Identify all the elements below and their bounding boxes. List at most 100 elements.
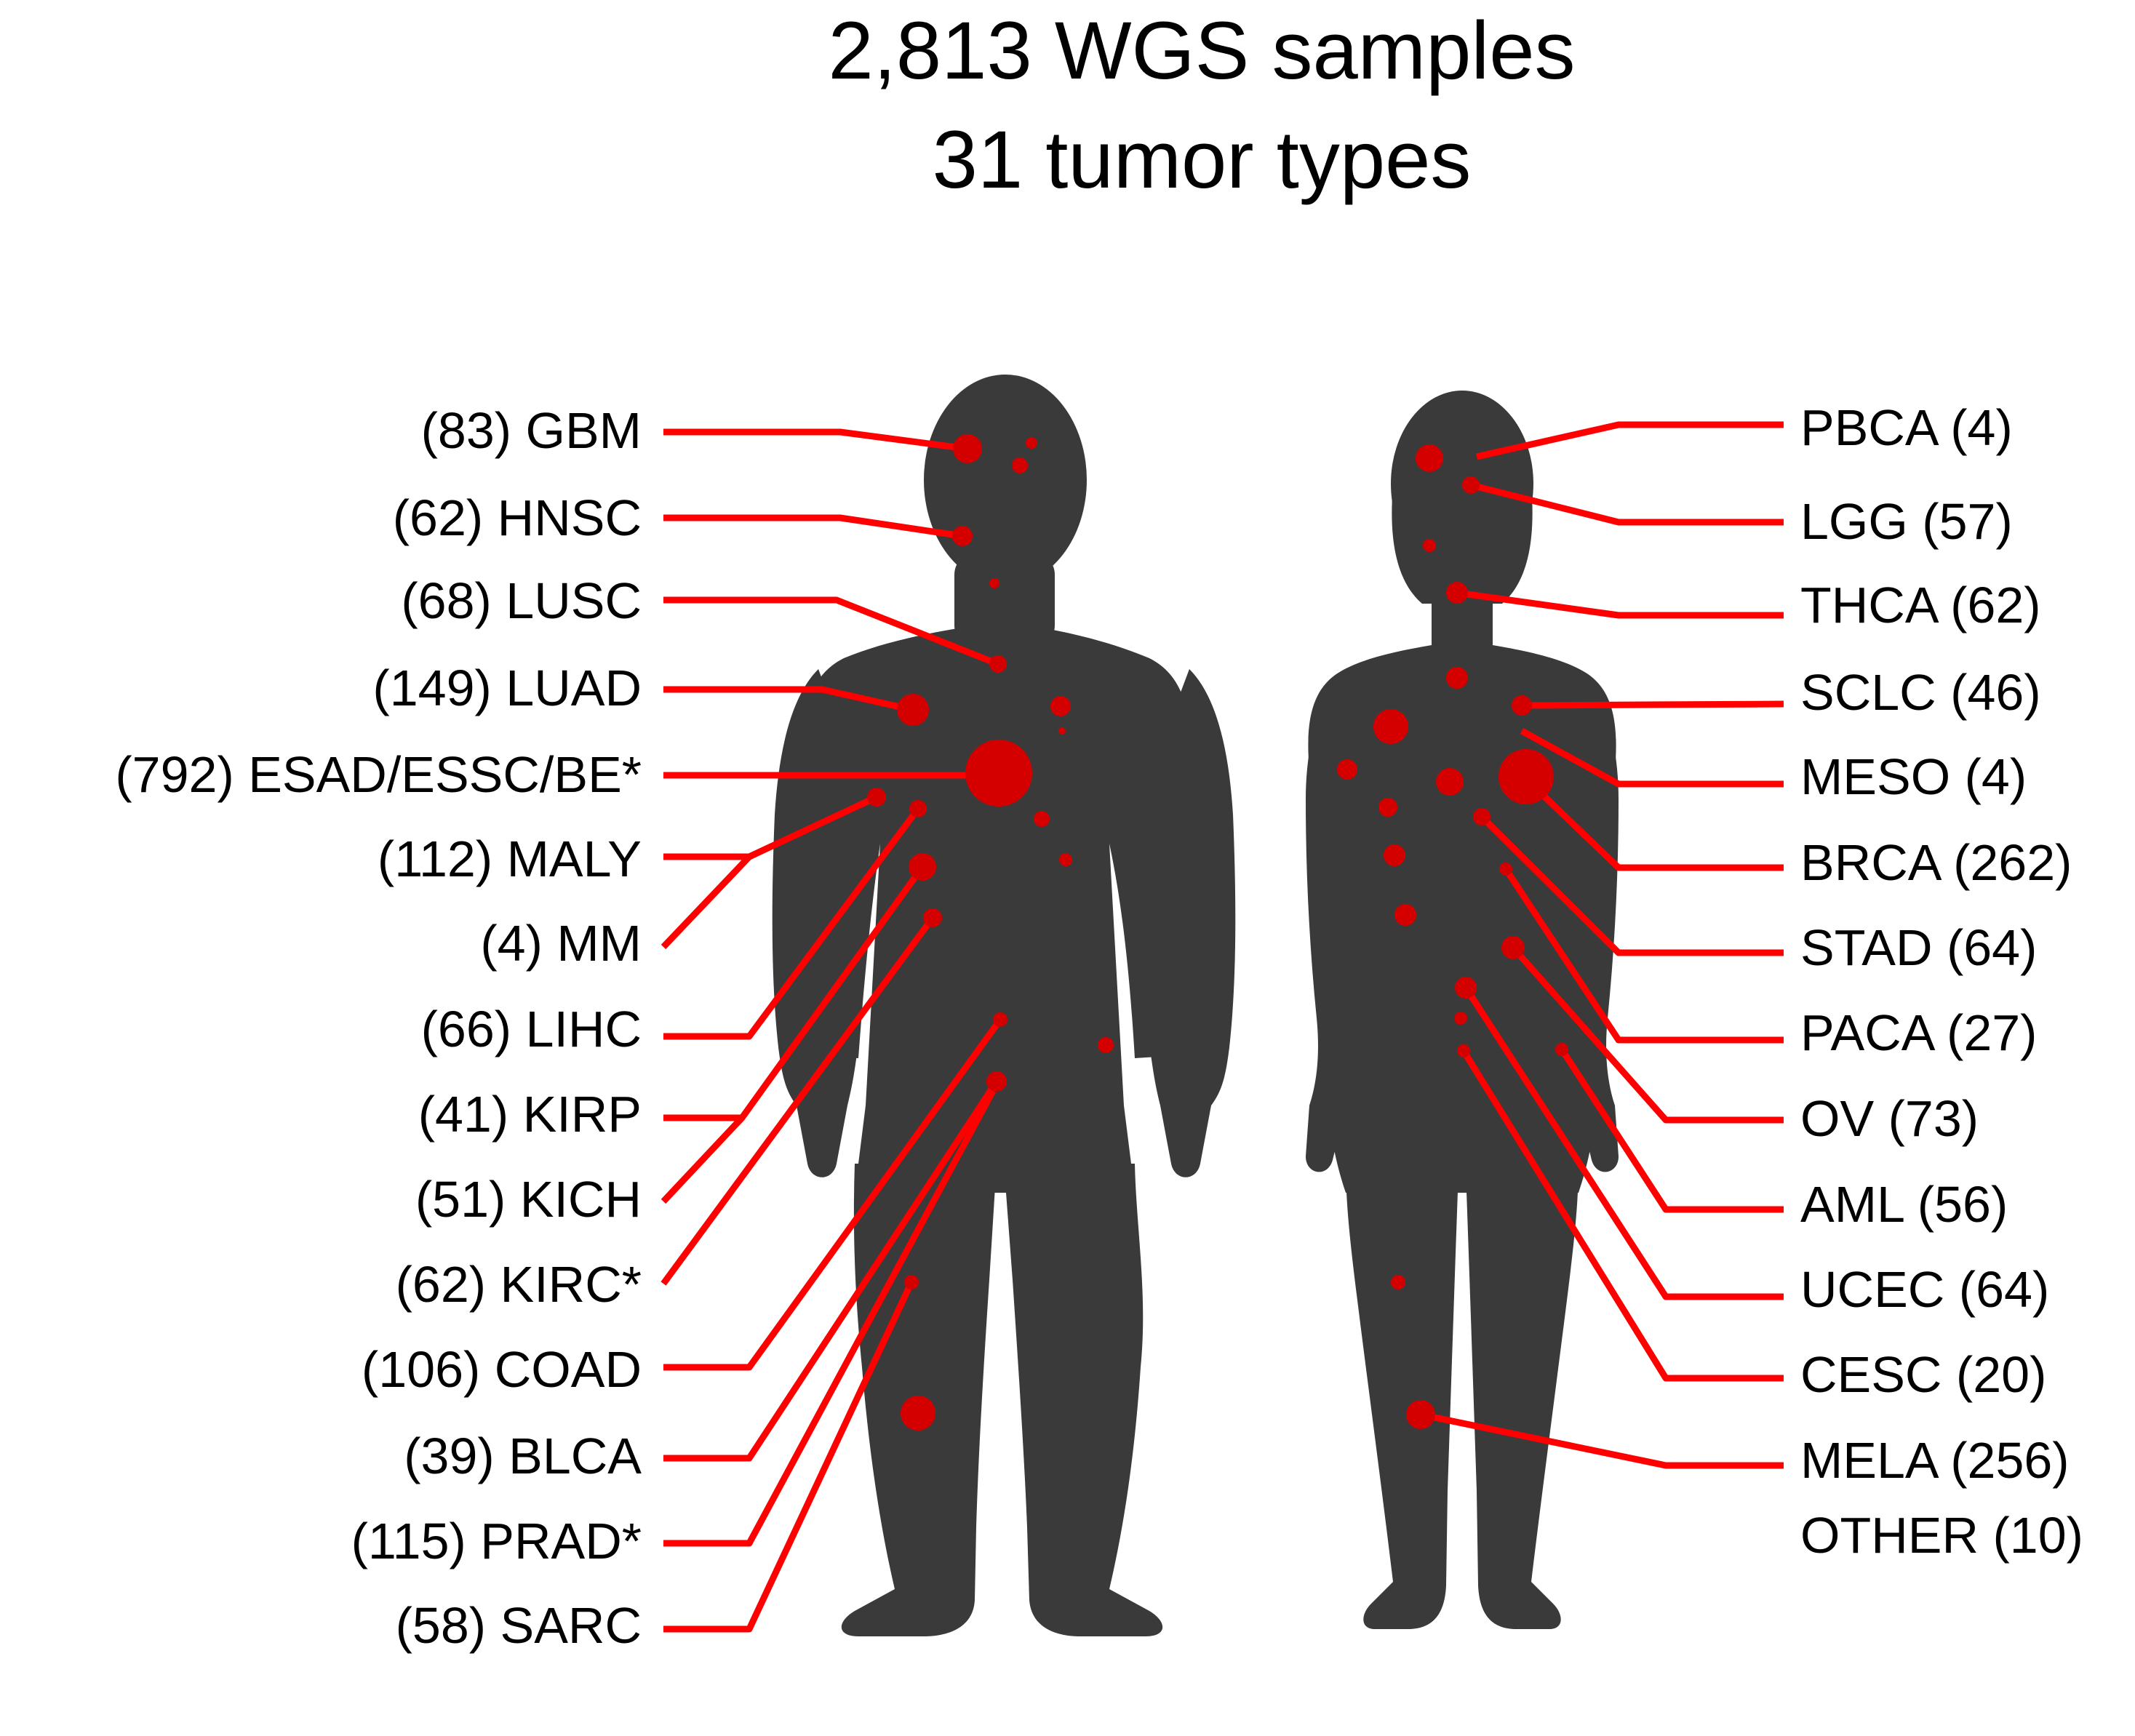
label-prad: (115) PRAD* — [351, 1513, 642, 1569]
leader-line-paca — [1503, 867, 1784, 1044]
tumor-site-marker — [952, 526, 973, 546]
label-stad: STAD (64) — [1800, 919, 2037, 976]
tumor-site-marker — [1555, 1043, 1568, 1056]
leader-line-mela — [1420, 1411, 1784, 1469]
leader-line-kich — [661, 865, 925, 1204]
leader-line-sclc — [1521, 700, 1784, 709]
label-lgg: LGG (57) — [1800, 493, 2013, 550]
leader-line-sarc — [663, 1281, 915, 1633]
label-sarc: (58) SARC — [396, 1597, 642, 1654]
tumor-site-marker — [965, 740, 1032, 807]
label-pbca: PBCA (4) — [1800, 399, 2013, 456]
tumor-site-marker — [909, 800, 927, 817]
label-hnsc: (62) HNSC — [393, 489, 642, 546]
tumor-site-marker — [1058, 727, 1066, 735]
label-brca: BRCA (262) — [1800, 834, 2072, 891]
tumor-site-marker — [989, 655, 1007, 673]
title-line-1: 2,813 WGS samples — [828, 5, 1575, 96]
label-maly: (112) MALY — [378, 831, 642, 887]
leader-lines — [661, 421, 1784, 1633]
label-cesc: CESC (20) — [1800, 1346, 2046, 1403]
leader-line-pbca — [1476, 421, 1784, 460]
tumor-site-marker — [1026, 437, 1037, 449]
tumor-site-marker — [1446, 582, 1468, 604]
leader-line-thca — [1456, 589, 1784, 619]
tumor-site-marker — [1378, 798, 1397, 817]
tumor-site-marker — [1436, 768, 1464, 796]
label-kirc: (62) KIRC* — [396, 1256, 642, 1313]
label-esad: (792) ESAD/ESSC/BE* — [115, 746, 642, 803]
label-other: OTHER (10) — [1800, 1507, 2083, 1564]
label-kich: (51) KICH — [415, 1171, 642, 1228]
label-ov: OV (73) — [1800, 1090, 1979, 1147]
leader-line-prad — [663, 1089, 996, 1547]
leader-line-brca — [1525, 777, 1784, 871]
tumor-site-marker — [1050, 696, 1071, 716]
leader-line-aml — [1559, 1047, 1784, 1213]
tumor-site-marker — [989, 578, 999, 588]
tumor-site-marker — [1512, 695, 1532, 716]
label-kirp: (41) KIRP — [418, 1086, 642, 1143]
male-body-silhouette — [772, 375, 1236, 1636]
label-mm: (4) MM — [480, 915, 642, 972]
label-meso: MESO (4) — [1800, 748, 2027, 805]
tumor-site-marker — [953, 434, 982, 463]
label-sclc: SCLC (46) — [1800, 664, 2041, 721]
leader-line-blca — [663, 1079, 999, 1462]
tumor-site-marker — [1446, 667, 1468, 689]
tumor-site-marker — [993, 1012, 1007, 1027]
tumor-site-marker — [1455, 977, 1477, 999]
tumor-site-marker — [1416, 444, 1443, 472]
label-coad: (106) COAD — [362, 1341, 642, 1398]
label-lihc: (66) LIHC — [421, 1001, 642, 1057]
leader-line-gbm — [663, 428, 968, 452]
tumor-site-marker — [1034, 811, 1050, 827]
leader-line-mm — [661, 854, 752, 950]
tumor-site-marker — [1394, 904, 1416, 926]
tumor-site-marker — [986, 1071, 1007, 1092]
leader-line-meso — [1520, 728, 1784, 788]
tumor-site-marker — [904, 1275, 919, 1289]
label-ucec: UCEC (64) — [1800, 1261, 2049, 1318]
tumor-site-marker — [923, 908, 942, 927]
tumor-site-marker — [1454, 1012, 1467, 1025]
tumor-site-marker — [1012, 457, 1028, 473]
tumor-site-marker — [1406, 1400, 1435, 1429]
tumor-site-marker — [867, 788, 886, 807]
tumor-site-marker — [1098, 1037, 1114, 1053]
leader-line-lihc — [663, 807, 921, 1040]
tumor-site-marker — [897, 694, 929, 726]
label-gbm: (83) GBM — [421, 402, 642, 459]
tumor-site-marker — [1384, 844, 1405, 866]
tumor-site-marker — [1373, 709, 1408, 744]
tumor-site-marker — [1457, 1044, 1470, 1057]
label-blca: (39) BLCA — [404, 1428, 642, 1484]
tumor-site-marker — [1462, 476, 1480, 494]
right-label-column: PBCA (4) LGG (57) THCA (62) SCLC (46) ME… — [1800, 399, 2083, 1564]
label-mela: MELA (256) — [1800, 1432, 2070, 1489]
tumor-site-marker — [1499, 863, 1512, 876]
tumor-site-marker — [1423, 539, 1436, 552]
leader-line-ucec — [1463, 985, 1784, 1300]
leader-line-kirc — [661, 916, 935, 1286]
tumor-site-marker — [1059, 853, 1072, 866]
female-body-silhouette — [1306, 391, 1619, 1629]
leader-line-stad — [1479, 814, 1784, 956]
left-label-column: (83) GBM (62) HNSC (68) LUSC (149) LUAD … — [115, 402, 642, 1654]
tumor-site-marker — [1337, 759, 1357, 780]
leader-line-coad — [663, 1017, 1003, 1371]
leader-line-lusc — [663, 596, 999, 668]
tumor-site-marker — [909, 853, 936, 881]
tumor-site-marker — [901, 1396, 935, 1431]
leader-line-ov — [1510, 945, 1784, 1124]
tumor-site-marker — [1499, 749, 1554, 804]
label-thca: THCA (62) — [1800, 577, 2041, 633]
label-aml: AML (56) — [1800, 1176, 2008, 1233]
label-paca: PACA (27) — [1800, 1004, 2038, 1061]
label-lusc: (68) LUSC — [401, 572, 642, 629]
title-line-2: 31 tumor types — [933, 114, 1472, 205]
leader-line-luad — [663, 686, 914, 713]
tumor-site-marker — [1501, 936, 1525, 959]
tumor-site-marker — [1391, 1275, 1405, 1289]
